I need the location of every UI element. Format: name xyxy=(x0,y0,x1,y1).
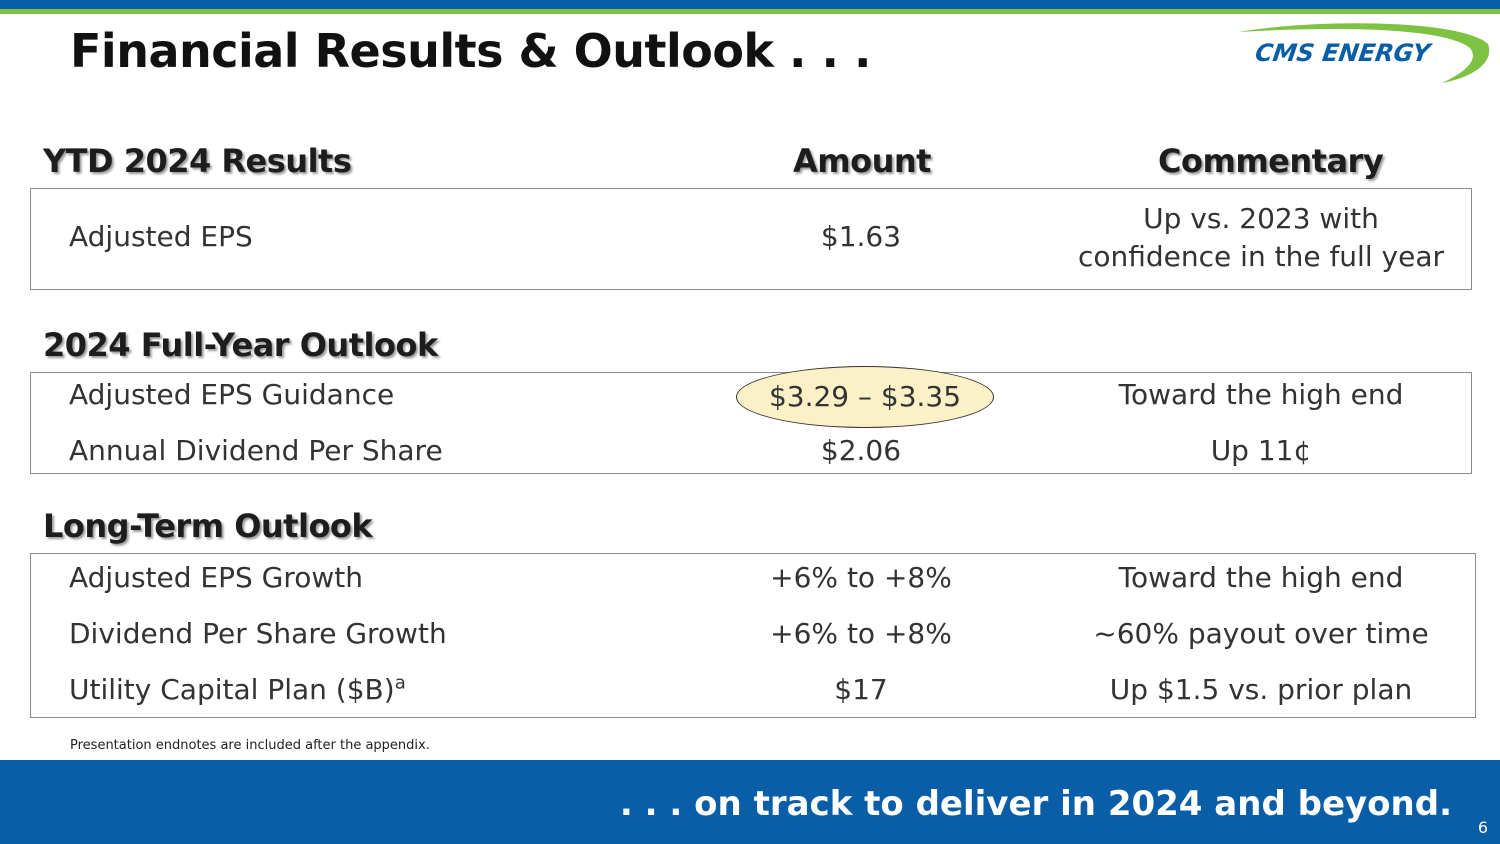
long-term-row-commentary: Toward the high end xyxy=(1118,561,1404,594)
endnote-marker: a xyxy=(394,672,406,694)
full-year-row-commentary: Up 11¢ xyxy=(1210,434,1312,467)
ytd-row-label: Adjusted EPS xyxy=(69,220,253,253)
long-term-row-commentary: Up $1.5 vs. prior plan xyxy=(1109,673,1413,706)
top-accent-bar xyxy=(0,0,1500,9)
long-term-row-amount: +6% to +8% xyxy=(770,617,952,650)
long-term-row-label: Dividend Per Share Growth xyxy=(69,617,447,650)
full-year-row-label: Adjusted EPS Guidance xyxy=(69,378,395,411)
ytd-results-table: Adjusted EPS $1.63 Up vs. 2023 with conf… xyxy=(30,188,1472,290)
ytd-results-header: YTD 2024 Results xyxy=(43,142,352,180)
capital-plan-label: Utility Capital Plan ($B) xyxy=(69,673,395,706)
guidance-highlight-ellipse xyxy=(736,366,994,428)
ytd-row-commentary-line1: Up vs. 2023 with xyxy=(1143,202,1379,235)
full-year-row-label: Annual Dividend Per Share xyxy=(69,434,443,467)
amount-header: Amount xyxy=(793,142,931,180)
commentary-header: Commentary xyxy=(1158,142,1384,180)
tagline: . . . on track to deliver in 2024 and be… xyxy=(619,784,1452,824)
cms-energy-logo: CMS ENERGY xyxy=(1238,23,1490,83)
slide-title: Financial Results & Outlook . . . xyxy=(70,24,872,78)
full-year-outlook-header: 2024 Full-Year Outlook xyxy=(43,326,438,364)
long-term-outlook-table: Adjusted EPS Growth +6% to +8% Toward th… xyxy=(30,553,1476,718)
long-term-row-amount: +6% to +8% xyxy=(770,561,952,594)
ytd-row-commentary-line2: confidence in the full year xyxy=(1078,240,1444,273)
footer-banner: . . . on track to deliver in 2024 and be… xyxy=(0,760,1500,844)
svg-text:CMS ENERGY: CMS ENERGY xyxy=(1253,39,1434,67)
long-term-row-commentary: ~60% payout over time xyxy=(1093,617,1429,650)
ytd-row-amount: $1.63 xyxy=(820,220,902,253)
long-term-row-label: Utility Capital Plan ($B)a xyxy=(69,672,406,708)
top-accent-stripe xyxy=(0,9,1500,14)
long-term-outlook-header: Long-Term Outlook xyxy=(43,507,373,545)
page-number: 6 xyxy=(1477,818,1488,837)
guidance-amount: $3.29 – $3.35 xyxy=(768,380,962,413)
full-year-row-amount: $2.06 xyxy=(820,434,902,467)
full-year-row-commentary: Toward the high end xyxy=(1118,378,1404,411)
long-term-row-amount: $17 xyxy=(834,673,888,706)
footnote: Presentation endnotes are included after… xyxy=(70,738,430,753)
long-term-row-label: Adjusted EPS Growth xyxy=(69,561,364,594)
